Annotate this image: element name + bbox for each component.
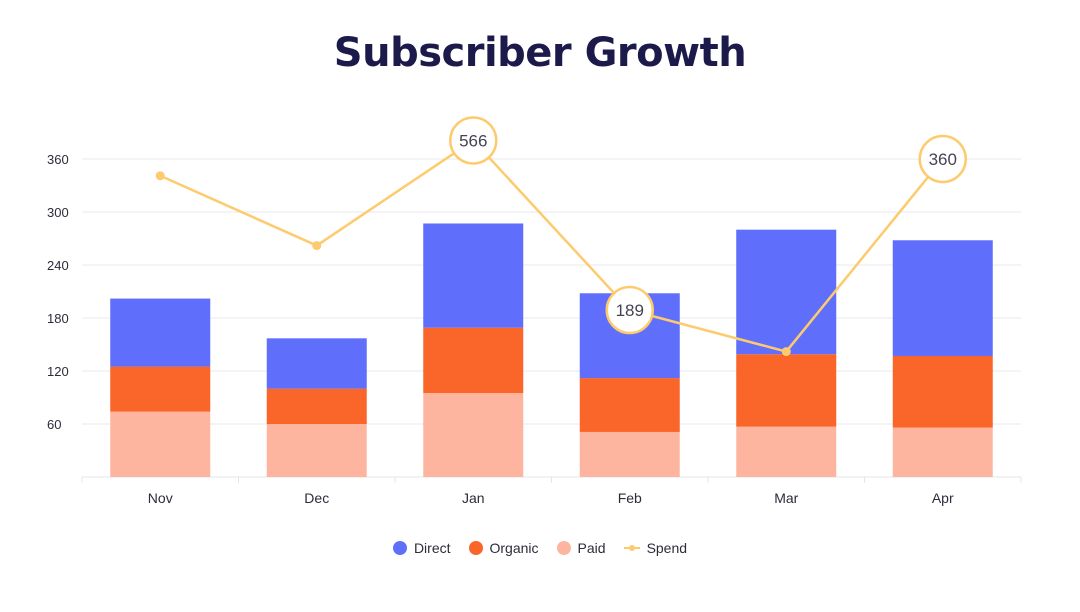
legend-swatch-paid — [556, 541, 571, 555]
spend-point-bubble-feb — [605, 285, 654, 335]
bar-direct-mar — [736, 229, 837, 355]
x-tick-label-mar: Mar — [774, 490, 798, 506]
x-tick-label-jan: Jan — [462, 490, 485, 506]
legend: Direct Organic Paid Spend — [0, 540, 1080, 556]
x-tick-label-dec: Dec — [304, 490, 329, 506]
legend-label-direct: Direct — [413, 540, 451, 556]
x-tick-label-feb: Feb — [618, 490, 642, 506]
bar-paid-mar — [736, 426, 837, 477]
bar-paid-dec — [266, 424, 367, 477]
spend-point-dec — [312, 241, 322, 251]
bar-organic-mar — [736, 354, 837, 427]
bar-organic-feb — [579, 378, 680, 432]
y-tick-label-120: 120 — [47, 364, 69, 379]
bar-organic-jan — [423, 327, 524, 394]
spend-line — [159, 139, 944, 353]
chart-title: Subscriber Growth — [333, 30, 747, 76]
bar-organic-dec — [266, 388, 367, 424]
x-tick-label-apr: Apr — [932, 490, 954, 506]
legend-item-organic[interactable]: Organic — [468, 540, 539, 556]
legend-label-organic: Organic — [489, 540, 539, 556]
y-tick-label-360: 360 — [47, 152, 69, 167]
legend-item-direct[interactable]: Direct — [392, 540, 451, 556]
bar-paid-feb — [579, 431, 680, 477]
bar-direct-nov — [110, 298, 211, 367]
spend-point-bubble-apr — [918, 134, 967, 184]
bar-direct-jan — [423, 223, 524, 328]
y-tick-label-300: 300 — [47, 205, 69, 220]
bar-paid-jan — [423, 393, 524, 477]
bar-direct-dec — [266, 338, 367, 389]
legend-swatch-direct — [392, 541, 407, 555]
y-tick-label-240: 240 — [47, 258, 69, 273]
bar-organic-apr — [892, 355, 993, 428]
spend-point-bubble-jan — [449, 116, 498, 165]
spend-data-label-feb: 189 — [616, 301, 644, 320]
legend-swatch-spend — [623, 541, 640, 555]
y-tick-label-60: 60 — [47, 417, 61, 432]
bar-paid-nov — [110, 411, 211, 477]
bar-organic-nov — [110, 366, 211, 412]
legend-label-paid: Paid — [577, 540, 606, 556]
legend-swatch-organic — [468, 541, 483, 555]
spend-point-mar — [781, 347, 791, 357]
bar-paid-apr — [892, 427, 993, 477]
legend-label-spend: Spend — [646, 540, 688, 556]
legend-item-spend[interactable]: Spend — [623, 540, 688, 556]
bar-direct-apr — [892, 240, 993, 356]
y-tick-label-180: 180 — [47, 311, 69, 326]
legend-item-paid[interactable]: Paid — [556, 540, 606, 556]
spend-point-nov — [155, 171, 165, 181]
spend-data-label-jan: 566 — [459, 131, 487, 150]
spend-data-label-apr: 360 — [929, 150, 957, 169]
x-tick-label-nov: Nov — [148, 490, 173, 506]
